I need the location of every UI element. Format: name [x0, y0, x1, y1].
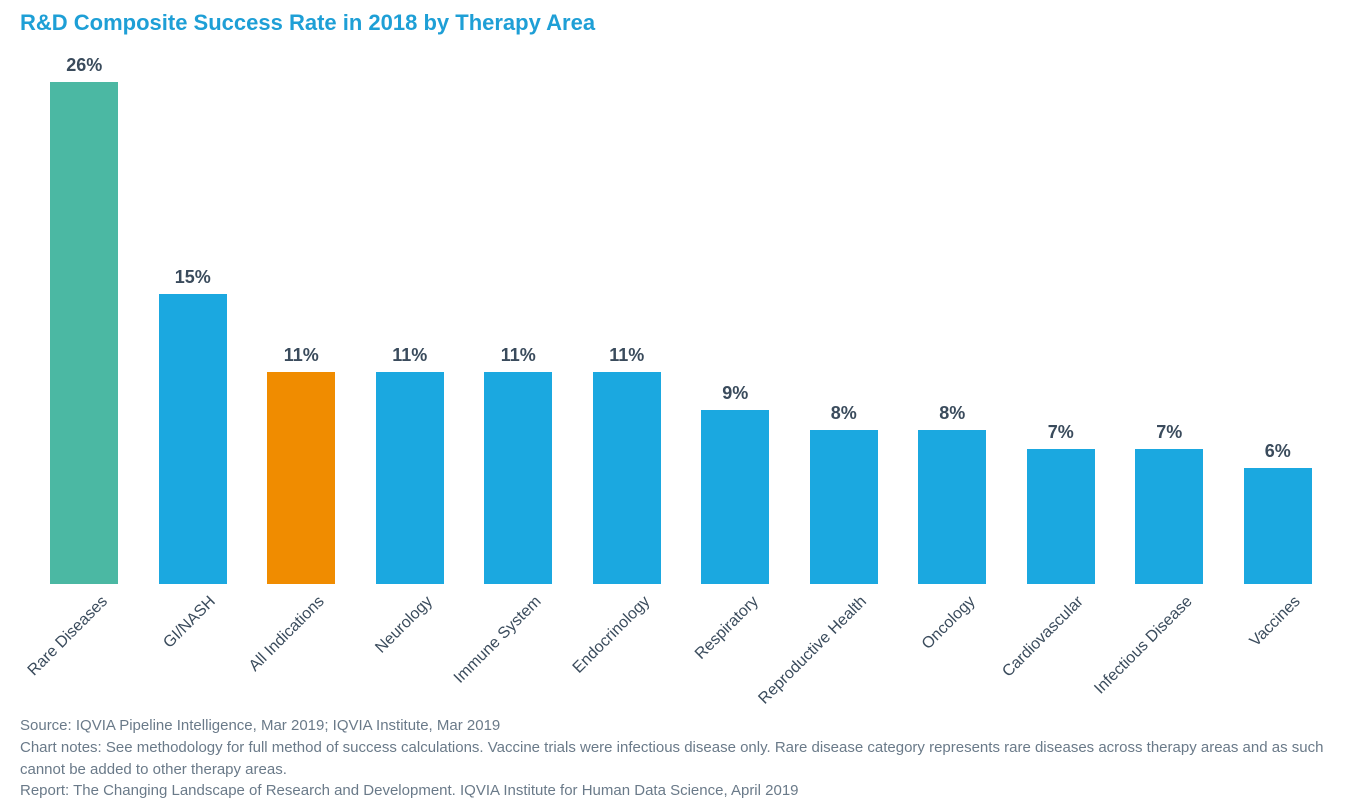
x-axis-label: GI/NASH — [160, 593, 219, 652]
x-axis-label: Immune System — [451, 593, 545, 687]
bar-group: 7% — [1115, 422, 1224, 584]
bar-value-label: 8% — [939, 403, 965, 424]
bar-value-label: 11% — [609, 345, 644, 366]
bar — [376, 372, 444, 584]
x-axis-label: Neurology — [372, 593, 436, 657]
bar-value-label: 6% — [1265, 441, 1291, 462]
x-label-slot: Vaccines — [1224, 587, 1333, 707]
bar — [1027, 449, 1095, 584]
bar-group: 6% — [1224, 441, 1333, 584]
x-label-slot: Rare Diseases — [30, 587, 139, 707]
bar-value-label: 11% — [284, 345, 319, 366]
x-axis-label: All Indications — [246, 593, 329, 676]
chart-footer: Source: IQVIA Pipeline Intelligence, Mar… — [20, 715, 1332, 802]
bar-group: 11% — [247, 345, 356, 584]
bar — [918, 430, 986, 584]
bar — [484, 372, 552, 584]
bar-group: 11% — [573, 345, 682, 584]
x-label-slot: All Indications — [247, 587, 356, 707]
x-label-slot: Reproductive Health — [790, 587, 899, 707]
x-axis-label: Respiratory — [692, 593, 763, 664]
x-axis-label: Oncology — [919, 593, 980, 654]
bar — [810, 430, 878, 584]
bar-value-label: 15% — [175, 267, 211, 288]
bar-value-label: 9% — [722, 383, 748, 404]
bar-group: 7% — [1007, 422, 1116, 584]
x-label-slot: GI/NASH — [139, 587, 248, 707]
bar — [50, 82, 118, 584]
x-axis-label: Rare Diseases — [24, 593, 111, 680]
bar-group: 15% — [139, 267, 248, 584]
x-label-slot: Neurology — [356, 587, 465, 707]
bar — [159, 294, 227, 584]
x-axis-label: Vaccines — [1247, 593, 1305, 651]
bar-group: 11% — [356, 345, 465, 584]
bar-group: 9% — [681, 383, 790, 584]
bar-group: 8% — [790, 403, 899, 584]
footer-notes: Chart notes: See methodology for full me… — [20, 737, 1332, 781]
x-axis-label: Cardiovascular — [1000, 593, 1088, 681]
bar — [593, 372, 661, 584]
bar-value-label: 8% — [831, 403, 857, 424]
bar — [1244, 468, 1312, 584]
bar-value-label: 7% — [1048, 422, 1074, 443]
chart-title: R&D Composite Success Rate in 2018 by Th… — [20, 10, 1332, 36]
bar-group: 26% — [30, 55, 139, 584]
x-label-slot: Immune System — [464, 587, 573, 707]
bar — [267, 372, 335, 584]
bar-group: 11% — [464, 345, 573, 584]
bar-value-label: 26% — [66, 55, 102, 76]
bar-value-label: 11% — [392, 345, 427, 366]
bar-value-label: 7% — [1156, 422, 1182, 443]
footer-source: Source: IQVIA Pipeline Intelligence, Mar… — [20, 715, 1332, 737]
bar-value-label: 11% — [501, 345, 536, 366]
bar — [1135, 449, 1203, 584]
bar — [701, 410, 769, 584]
x-label-slot: Endocrinology — [573, 587, 682, 707]
x-label-slot: Oncology — [898, 587, 1007, 707]
footer-report: Report: The Changing Landscape of Resear… — [20, 780, 1332, 802]
x-axis-label: Endocrinology — [569, 593, 653, 677]
x-label-slot: Infectious Disease — [1115, 587, 1224, 707]
bar-group: 8% — [898, 403, 1007, 584]
bar-chart: 26% 15% 11% 11% 11% 11% 9% 8% 8% 7% 7% 6% — [20, 54, 1332, 584]
x-axis: Rare Diseases GI/NASH All Indications Neuro… — [20, 587, 1332, 707]
